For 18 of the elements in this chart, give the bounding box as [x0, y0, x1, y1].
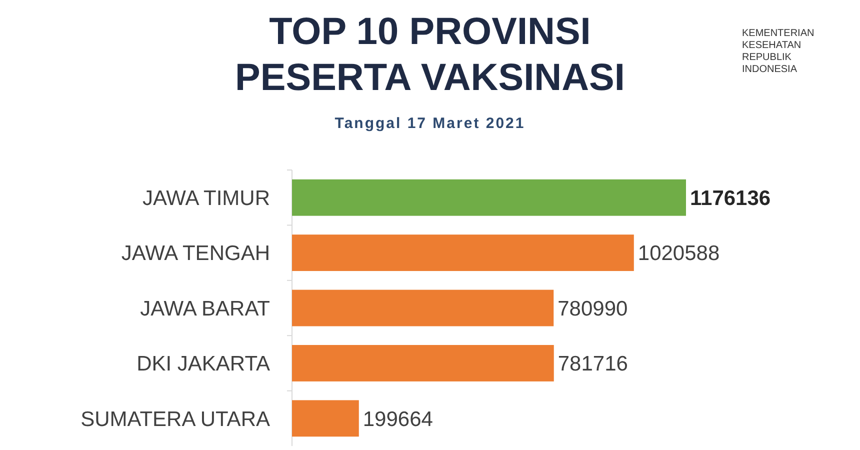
text: KEMENTERIAN KESEHATAN REPUBLIK INDONESIA — [742, 28, 814, 75]
chart-title: TOP 10 PROVINSI PESERTA VAKSINASI — [235, 11, 625, 99]
chart-subtitle: Tanggal 17 Maret 2021 — [334, 115, 526, 132]
y-tick-label: JAWA TENGAH — [121, 242, 270, 266]
y-tick-label: JAWA TIMUR — [142, 186, 270, 210]
bar — [292, 290, 554, 326]
y-tick-label: SUMATERA UTARA — [80, 408, 270, 431]
bar — [292, 344, 554, 382]
bar — [292, 179, 686, 216]
data-label: 780990 — [558, 297, 628, 320]
y-tick-label: DKI JAKARTA — [136, 352, 270, 376]
bar — [292, 400, 359, 437]
data-label: 1020588 — [638, 242, 720, 266]
bar — [292, 234, 634, 272]
y-tick-label: JAWA BARAT — [140, 297, 270, 320]
data-label: 781716 — [558, 352, 628, 376]
data-label: 1176136 — [690, 186, 771, 210]
data-label: 199664 — [362, 408, 434, 431]
